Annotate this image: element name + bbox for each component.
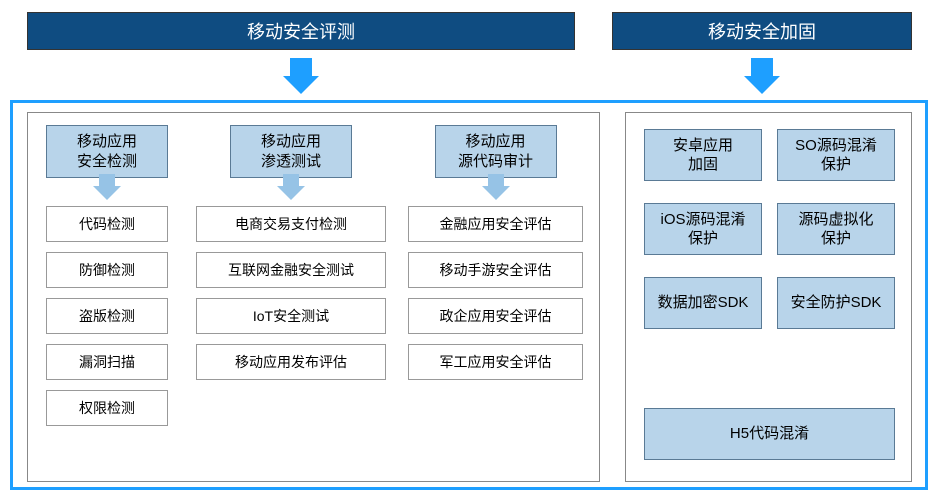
right-header: 移动安全加固: [612, 12, 912, 50]
left-header-arrow: [283, 76, 319, 100]
col-head-line2: 渗透测试: [261, 153, 321, 170]
col-head: 移动应用 安全检测: [46, 125, 168, 178]
left-col-0: 移动应用 安全检测 代码检测 防御检测 盗版检测 漏洞扫描 权限检测: [46, 125, 168, 469]
list-item: 盗版检测: [46, 298, 168, 334]
list-item: 金融应用安全评估: [408, 206, 583, 242]
list-item: 漏洞扫描: [46, 344, 168, 380]
right-full-card: H5代码混淆: [644, 408, 895, 460]
right-card: SO源码混淆保护: [777, 129, 895, 181]
right-header-arrow: [744, 76, 780, 100]
col-head-line1: 移动应用: [465, 133, 525, 150]
left-panel: 移动应用 安全检测 代码检测 防御检测 盗版检测 漏洞扫描 权限检测 移动应用 …: [27, 112, 600, 482]
list-item: 防御检测: [46, 252, 168, 288]
right-full-card-label: H5代码混淆: [730, 424, 809, 444]
list-item: 电商交易支付检测: [196, 206, 386, 242]
right-card: 数据加密SDK: [644, 277, 762, 329]
list-item: 移动手游安全评估: [408, 252, 583, 288]
right-panel: 安卓应用加固 SO源码混淆保护 iOS源码混淆保护源码虚拟化保护数据加密SDK 安全防…: [625, 112, 912, 482]
list-item: 政企应用安全评估: [408, 298, 583, 334]
left-col-2: 移动应用 源代码审计 金融应用安全评估 移动手游安全评估 政企应用安全评估 军工…: [408, 125, 583, 469]
list-item: IoT安全测试: [196, 298, 386, 334]
right-card: 安卓应用加固: [644, 129, 762, 181]
col-arrow-icon: [277, 186, 305, 200]
col-head-line2: 安全检测: [77, 153, 137, 170]
right-card: 源码虚拟化保护: [777, 203, 895, 255]
right-card: iOS源码混淆保护: [644, 203, 762, 255]
col-head-line2: 源代码审计: [458, 153, 533, 170]
list-item: 代码检测: [46, 206, 168, 242]
list-item: 移动应用发布评估: [196, 344, 386, 380]
left-header-label: 移动安全评测: [247, 18, 355, 44]
col-head: 移动应用 源代码审计: [435, 125, 557, 178]
col-head-line1: 移动应用: [261, 133, 321, 150]
left-col-1: 移动应用 渗透测试 电商交易支付检测 互联网金融安全测试 IoT安全测试 移动应…: [196, 125, 386, 469]
right-header-label: 移动安全加固: [708, 18, 816, 44]
right-card: 安全防护SDK: [777, 277, 895, 329]
col-head: 移动应用 渗透测试: [230, 125, 352, 178]
list-item: 权限检测: [46, 390, 168, 426]
col-arrow-icon: [482, 186, 510, 200]
list-item: 互联网金融安全测试: [196, 252, 386, 288]
left-header: 移动安全评测: [27, 12, 575, 50]
list-item: 军工应用安全评估: [408, 344, 583, 380]
col-arrow-icon: [93, 186, 121, 200]
col-head-line1: 移动应用: [77, 133, 137, 150]
